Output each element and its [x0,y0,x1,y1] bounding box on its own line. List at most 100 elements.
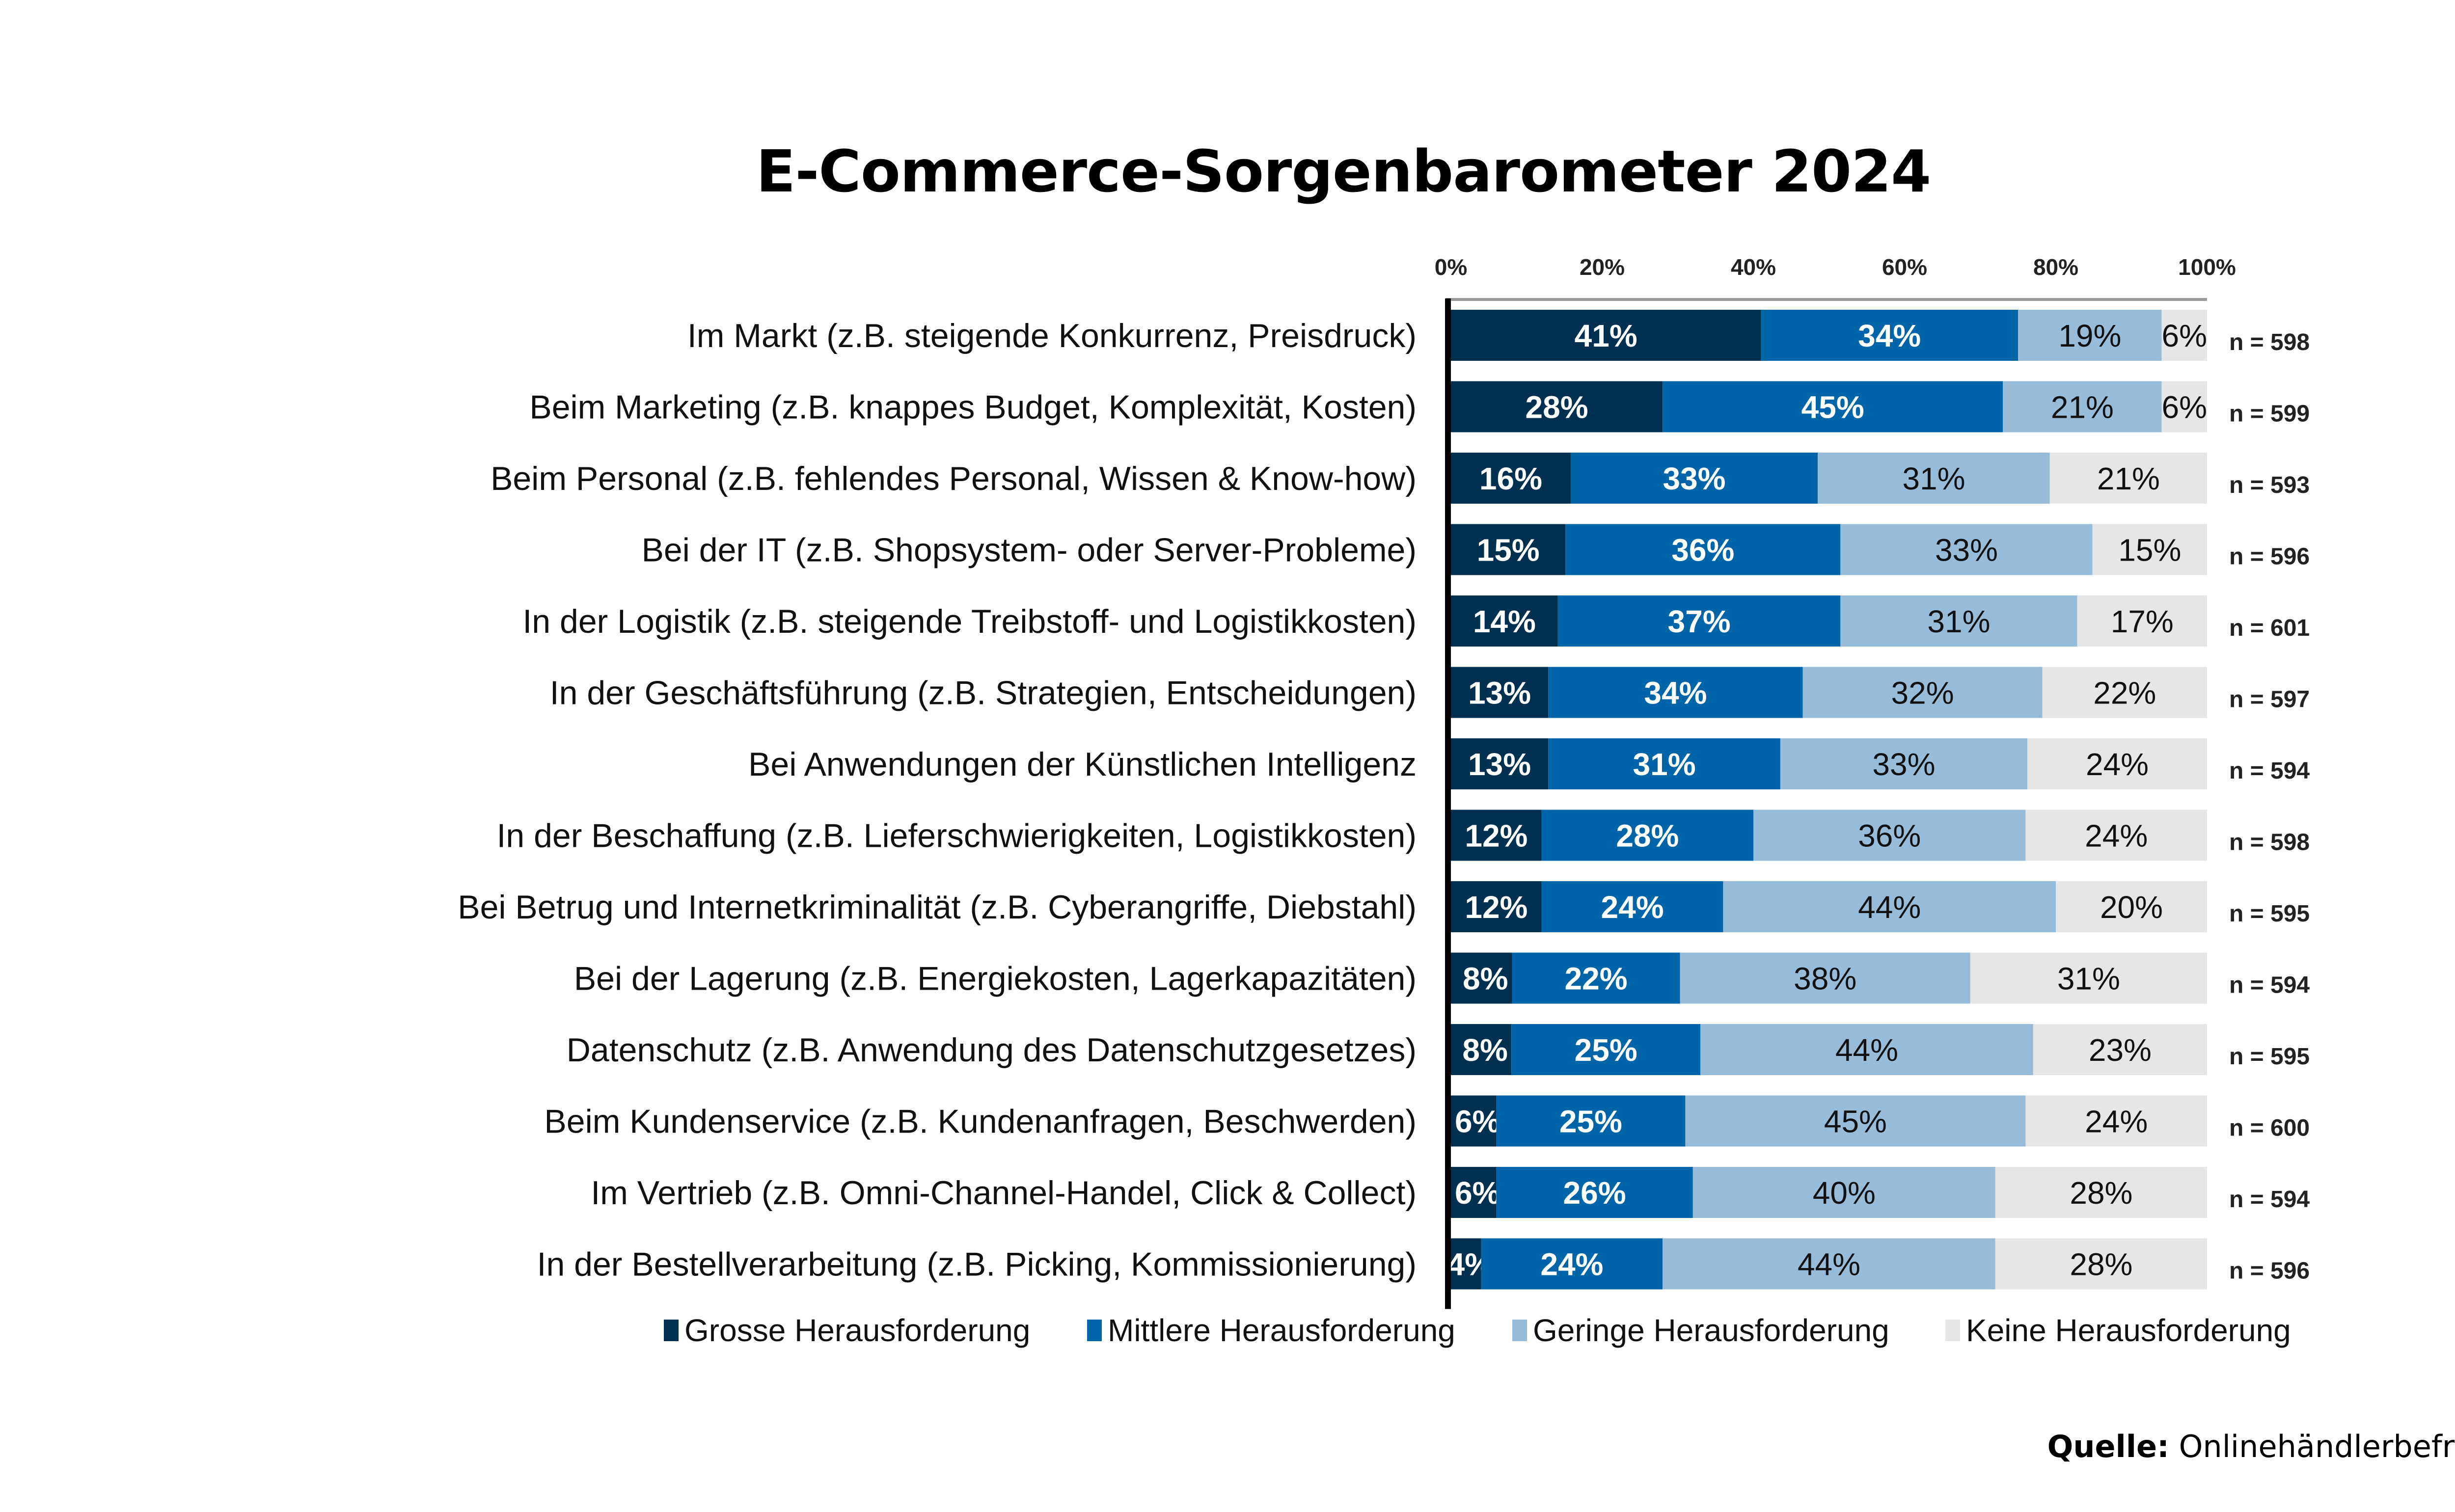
bar-segment-keine-herausforderung [2027,738,2207,789]
bar-segment-geringe-herausforderung [2018,310,2162,361]
x-axis-ticks: 0% 20% 40% 60% 80% 100% [1435,254,2236,301]
bar-segment-geringe-herausforderung [1818,453,2050,504]
bar-segment-grosse-herausforderung [1451,1238,1481,1290]
bar-segment-geringe-herausforderung [1753,810,2026,861]
bar-segment-mittlere-herausforderung [1481,1238,1663,1290]
value-label: 19% [2058,318,2121,353]
chart-rows: Im Markt (z.B. steigende Konkurrenz, Pre… [458,310,2310,1290]
value-label: 33% [1872,747,1935,782]
value-label: 14% [1473,604,1536,639]
bar-row: Datenschutz (z.B. Anwendung des Datensch… [567,1024,2310,1075]
bar-segment-geringe-herausforderung [1692,1167,1995,1218]
n-label: n = 596 [2229,1258,2310,1284]
category-label: Bei der IT (z.B. Shopsystem- oder Server… [642,532,1417,569]
bar-segment-mittlere-herausforderung [1541,810,1753,861]
bar-segment-keine-herausforderung [2042,667,2207,718]
source-label: Quelle: [2047,1429,2169,1464]
bar-segment-grosse-herausforderung [1451,1167,1497,1218]
value-label: 34% [1644,675,1707,711]
legend-swatch [1087,1320,1102,1341]
value-label: 13% [1468,675,1531,711]
value-label: 16% [1479,461,1542,496]
value-label: 28% [1616,818,1679,854]
bar-segment-keine-herausforderung [2049,453,2207,504]
bar-segment-geringe-herausforderung [1700,1024,2033,1075]
bar-segment-geringe-herausforderung [1780,738,2028,789]
n-label: n = 596 [2229,544,2310,570]
bar-segment-grosse-herausforderung [1451,667,1549,718]
bar-row: Bei Betrug und Internetkriminalität (z.B… [458,881,2310,932]
bar-segment-grosse-herausforderung [1451,453,1571,504]
category-label: Bei der Lagerung (z.B. Energiekosten, La… [574,960,1417,998]
value-label: 25% [1559,1104,1622,1139]
bar-segment-mittlere-herausforderung [1496,1095,1686,1147]
bar-segment-mittlere-herausforderung [1512,952,1680,1004]
x-tick-label: 100% [2178,254,2236,280]
value-label: 25% [1575,1032,1637,1068]
value-label: 38% [1794,961,1856,997]
category-label: In der Geschäftsführung (z.B. Strategien… [550,675,1417,712]
bar-row: Bei der IT (z.B. Shopsystem- oder Server… [642,524,2310,575]
n-label: n = 600 [2229,1115,2310,1141]
value-label: 6% [1455,1104,1500,1139]
x-tick-label: 80% [2033,254,2078,280]
value-label: 34% [1858,318,1921,353]
x-tick-label: 0% [1435,254,1467,280]
legend: Grosse Herausforderung Mittlere Herausfor… [664,1313,2291,1348]
bar-segment-mittlere-herausforderung [1541,881,1723,932]
bar-segment-grosse-herausforderung [1451,524,1566,575]
category-label: Im Vertrieb (z.B. Omni-Channel-Handel, C… [591,1174,1417,1212]
value-label: 32% [1891,675,1954,711]
bar-segment-geringe-herausforderung [1685,1095,2026,1147]
bar-segment-keine-herausforderung [1970,952,2207,1004]
value-label: 41% [1575,318,1637,353]
value-label: 28% [2070,1175,2132,1211]
value-label: 44% [1858,890,1921,925]
x-tick-label: 60% [1882,254,1927,280]
value-label: 36% [1858,818,1921,854]
legend-swatch [1512,1320,1527,1341]
bar-segment-grosse-herausforderung [1451,810,1542,861]
bar-segment-keine-herausforderung [1995,1238,2207,1290]
bar-row: Beim Personal (z.B. fehlendes Personal, … [491,453,2310,504]
value-label: 21% [2051,390,2114,425]
category-label: Bei Anwendungen der Künstlichen Intellig… [748,746,1417,783]
value-label: 24% [2086,747,2149,782]
value-label: 26% [1563,1175,1626,1211]
value-label: 31% [1633,747,1696,782]
bar-segment-mittlere-herausforderung [1548,667,1803,718]
value-label: 28% [2070,1247,2132,1282]
value-label: 24% [1601,890,1664,925]
n-label: n = 594 [2229,972,2310,999]
legend-item: Keine Herausforderung [1945,1313,2291,1348]
bar-segment-mittlere-herausforderung [1663,381,2003,432]
value-label: 8% [1463,961,1508,997]
legend-label: Geringe Herausforderung [1533,1313,1889,1348]
legend-item: Geringe Herausforderung [1512,1313,1889,1348]
bar-row: Im Markt (z.B. steigende Konkurrenz, Pre… [687,310,2310,361]
legend-item: Grosse Herausforderung [664,1313,1030,1348]
category-label: Bei Betrug und Internetkriminalität (z.B… [458,889,1417,926]
category-label: In der Bestellverarbeitung (z.B. Picking… [537,1246,1417,1283]
bar-row: Beim Kundenservice (z.B. Kundenanfragen,… [544,1095,2310,1147]
source-text: Onlinehändlerbefragung 2024 [2179,1429,2455,1464]
bar-row: In der Bestellverarbeitung (z.B. Picking… [537,1238,2310,1290]
bar-segment-mittlere-herausforderung [1511,1024,1701,1075]
bar-segment-mittlere-herausforderung [1557,595,1841,647]
bar-row: In der Logistik (z.B. steigende Treibsto… [522,595,2310,647]
bar-segment-geringe-herausforderung [1723,881,2056,932]
legend-label: Mittlere Herausforderung [1108,1313,1455,1348]
n-label: n = 599 [2229,401,2310,427]
n-label: n = 601 [2229,615,2310,641]
value-label: 6% [1455,1175,1500,1211]
bar-segment-grosse-herausforderung [1451,381,1663,432]
value-label: 13% [1468,747,1531,782]
value-label: 15% [2118,533,2181,568]
value-label: 44% [1798,1247,1860,1282]
bar-segment-geringe-herausforderung [2003,381,2162,432]
n-label: n = 595 [2229,901,2310,927]
bar-segment-grosse-herausforderung [1451,1095,1497,1147]
value-label: 33% [1935,533,1998,568]
bar-segment-grosse-herausforderung [1451,738,1549,789]
